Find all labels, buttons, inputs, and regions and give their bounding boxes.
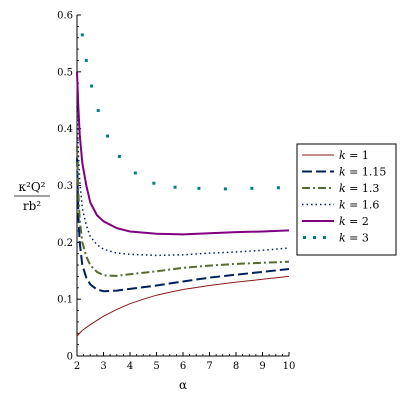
- series-6-point: [152, 181, 156, 185]
- x-tick-label: 5: [153, 361, 159, 372]
- legend-item-6-swatch-point: [323, 236, 326, 239]
- legend-item-2-value: = 1.15: [346, 166, 387, 179]
- legend-item-3-value: = 1.3: [346, 182, 380, 195]
- x-tick-label: 8: [233, 361, 239, 372]
- legend-item-2-label: k = 1.15: [339, 166, 386, 179]
- legend-item-5-value: = 2: [346, 215, 369, 228]
- series-3-line: [76, 145, 290, 277]
- legend-item-4-label: k = 1.6: [339, 199, 379, 212]
- legend-item-4-variable: k: [339, 199, 346, 212]
- series-6-point: [197, 186, 201, 190]
- y-axis-label-numerator: κ²Q²: [19, 180, 46, 194]
- series-6-point: [105, 134, 109, 138]
- legend-item-3-label: k = 1.3: [339, 182, 379, 195]
- series-6-point: [133, 171, 137, 175]
- legend-item-6-variable: k: [339, 232, 346, 245]
- legend-item-6-swatch: [303, 236, 326, 239]
- series-6-point: [80, 33, 84, 37]
- legend-item-6-value: = 3: [346, 232, 369, 245]
- x-tick-label: 4: [127, 361, 133, 372]
- series-6-point: [276, 186, 280, 190]
- legend-item-6-swatch-point: [313, 236, 316, 239]
- y-tick-label: 0.6: [57, 11, 73, 22]
- legend-item-2-variable: k: [339, 166, 346, 179]
- x-axis-label: α: [179, 378, 187, 392]
- y-tick-label: 0.5: [57, 67, 73, 78]
- x-tick-label: 6: [180, 361, 186, 372]
- series-6-point: [223, 187, 227, 191]
- series-6-point: [250, 186, 254, 190]
- y-tick-label: 0.2: [57, 238, 73, 249]
- legend-item-4-value: = 1.6: [346, 199, 380, 212]
- legend-item-6-label: k = 3: [339, 232, 369, 245]
- legend-item-1-variable: k: [339, 149, 346, 162]
- series-4-line: [76, 105, 290, 257]
- y-tick-label: 0.3: [57, 181, 73, 192]
- series-6-point: [117, 155, 121, 159]
- series-5-line: [76, 71, 290, 236]
- legend: k = 1k = 1.15k = 1.3k = 1.6k = 2k = 3: [296, 143, 397, 256]
- y-tick-label: 0: [67, 352, 73, 363]
- y-axis-label-denominator: rb²: [23, 199, 41, 213]
- x-tick-label: 9: [259, 361, 265, 372]
- series-layer: [76, 33, 290, 337]
- y-tick-label: 0.4: [57, 124, 73, 135]
- series-1-line: [76, 275, 290, 337]
- series-6-point: [173, 185, 177, 189]
- x-tick-label: 10: [283, 361, 296, 372]
- y-axis-label: κ²Q² rb²: [14, 180, 50, 213]
- x-tick-label: 7: [206, 361, 212, 372]
- x-tick-label: 2: [74, 361, 80, 372]
- x-tick-label: 3: [100, 361, 106, 372]
- legend-item-1-value: = 1: [346, 149, 369, 162]
- legend-item-1-label: k = 1: [339, 149, 369, 162]
- legend-item-6-swatch-point: [303, 236, 306, 239]
- series-6-points: [80, 33, 280, 191]
- legend-item-3-variable: k: [339, 182, 346, 195]
- series-6-point: [96, 108, 100, 112]
- legend-item-5-label: k = 2: [339, 215, 369, 228]
- y-tick-label: 0.1: [57, 295, 73, 306]
- series-6-point: [84, 58, 88, 62]
- axes: 2 3 4 5 6 7 8 9 10 0 0.1 0.2 0.3 0.4 0.5 0.6: [57, 11, 295, 373]
- series-6-point: [90, 84, 94, 88]
- legend-item-5-variable: k: [339, 215, 346, 228]
